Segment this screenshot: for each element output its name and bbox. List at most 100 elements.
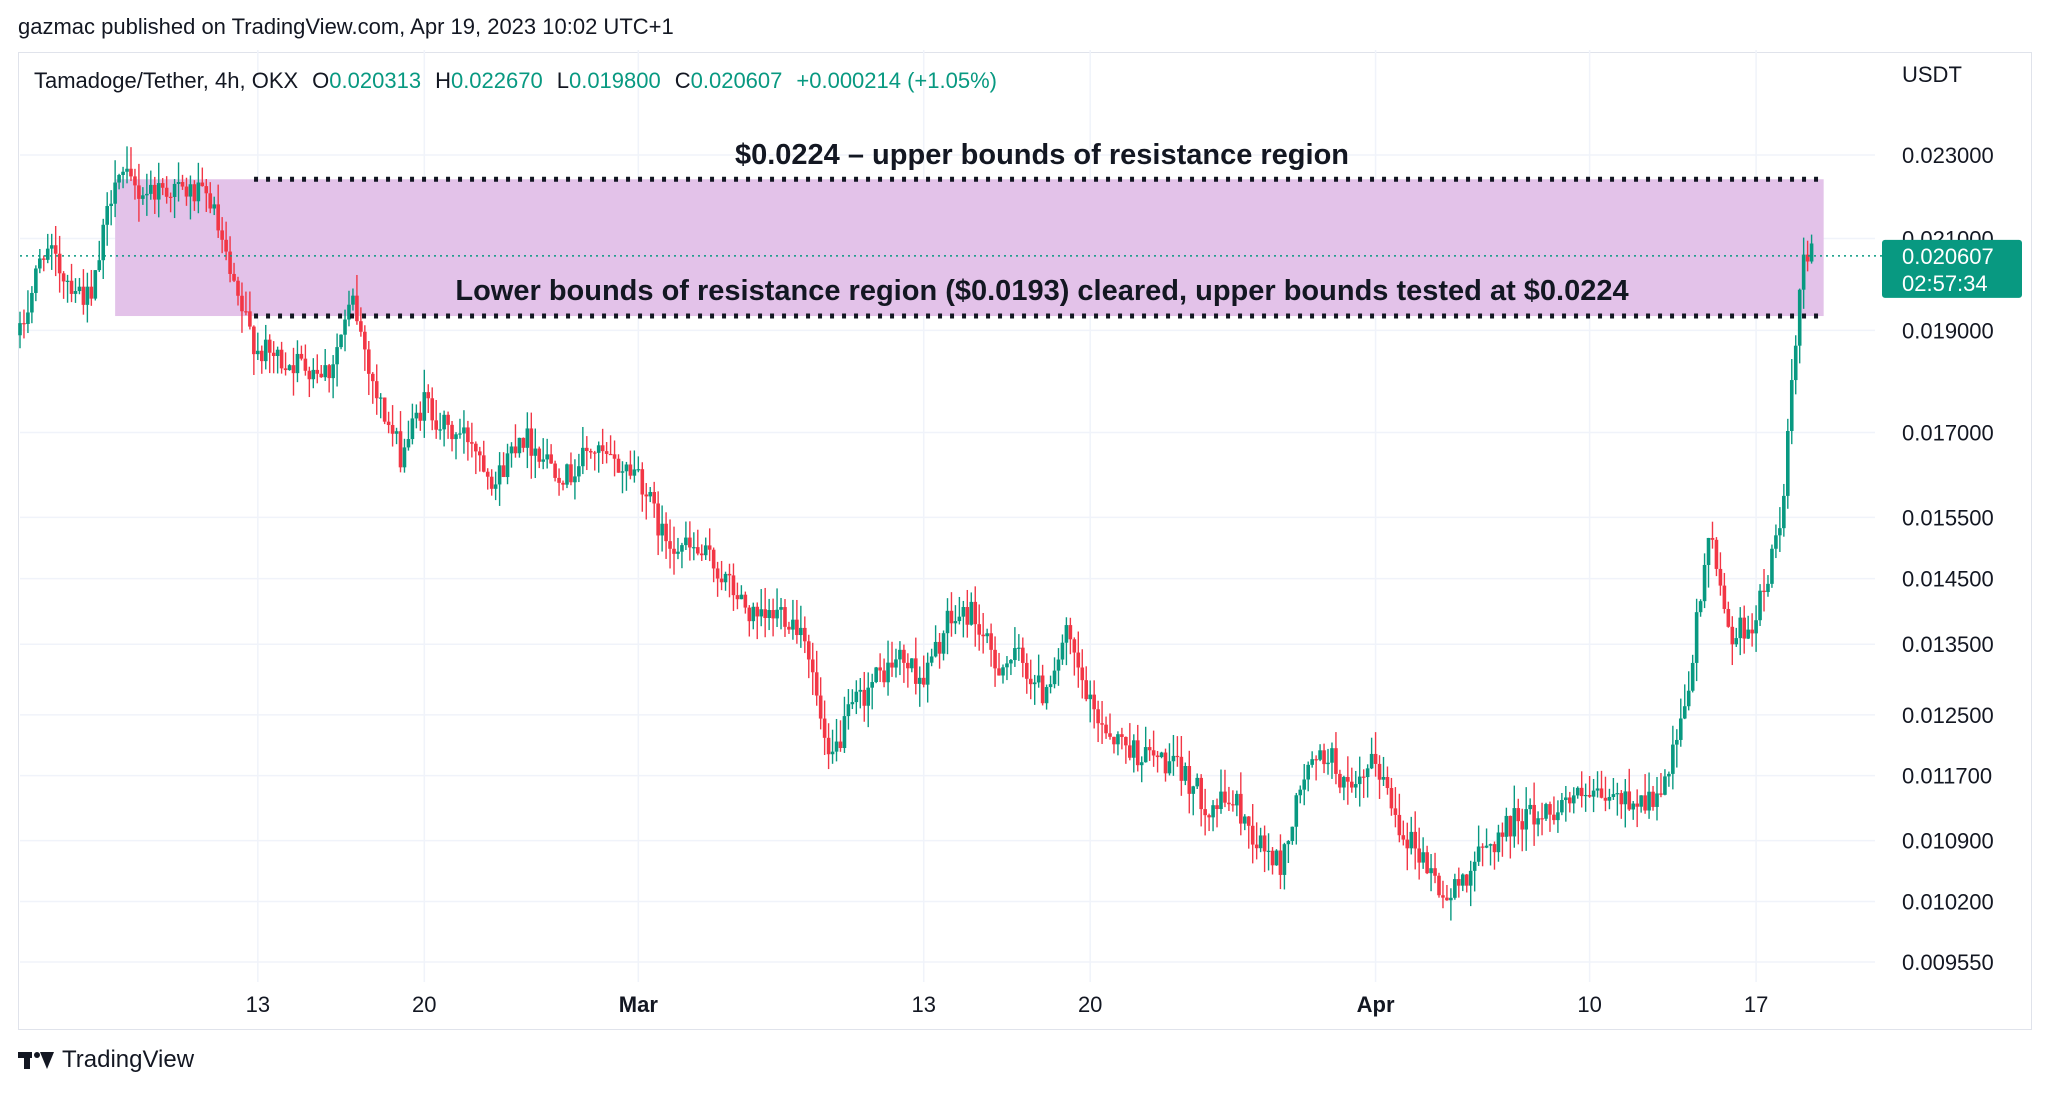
brand-name: TradingView xyxy=(62,1046,195,1073)
candle-body xyxy=(1453,879,1457,898)
candle-body xyxy=(648,491,653,497)
candle-body xyxy=(283,368,288,371)
low-label: L xyxy=(556,68,569,93)
candle-body xyxy=(224,239,228,252)
resistance-zone xyxy=(115,179,1824,317)
candle-body xyxy=(906,662,910,669)
candle-body xyxy=(1314,759,1318,761)
candle-body xyxy=(1389,788,1394,809)
candle-body xyxy=(913,658,918,684)
candle-body xyxy=(842,716,847,749)
time-tick-label: 20 xyxy=(412,992,436,1017)
candle-body xyxy=(204,186,209,194)
candle-body xyxy=(117,174,121,183)
candle-body xyxy=(795,619,799,636)
candle-body xyxy=(1421,852,1425,863)
candle-body xyxy=(1405,839,1410,849)
candle-body xyxy=(870,682,874,688)
candle-body xyxy=(727,573,732,576)
candle-body xyxy=(1789,380,1794,432)
candle-body xyxy=(830,751,835,755)
candle-body xyxy=(1032,682,1037,685)
candle-body xyxy=(961,607,966,617)
candle-body xyxy=(1076,652,1081,668)
candle-body xyxy=(38,258,42,269)
candle-body xyxy=(1496,832,1501,853)
candle-body xyxy=(450,424,454,440)
candle-body xyxy=(858,689,863,692)
candle-body xyxy=(1250,825,1255,845)
candle-body xyxy=(1567,797,1572,804)
candle-body xyxy=(779,607,783,610)
candle-body xyxy=(232,273,236,281)
candle-body xyxy=(632,469,637,476)
candle-body xyxy=(1393,808,1398,815)
candle-body xyxy=(759,609,764,617)
candle-body xyxy=(184,186,189,197)
candle-body xyxy=(315,369,320,374)
candle-body xyxy=(1413,831,1418,849)
candle-body xyxy=(1429,868,1433,874)
candle-body xyxy=(311,369,316,380)
candle-body xyxy=(1143,747,1148,763)
candle-body xyxy=(1734,638,1739,645)
candle-body xyxy=(1476,846,1481,862)
candle-body xyxy=(1377,763,1382,780)
candle-body xyxy=(585,447,589,452)
candle-body xyxy=(220,230,224,240)
candle-body xyxy=(1520,821,1525,830)
candle-body xyxy=(73,291,78,294)
candle-body xyxy=(878,667,882,671)
candle-body xyxy=(1552,814,1556,821)
candle-body xyxy=(347,304,351,320)
candle-body xyxy=(1401,835,1406,840)
candle-body xyxy=(1242,816,1247,824)
candle-body xyxy=(596,445,601,453)
candle-body xyxy=(573,476,577,483)
candle-body xyxy=(1591,790,1596,797)
symbol-name[interactable]: Tamadoge/Tether, 4h, OKX xyxy=(34,68,299,93)
candle-body xyxy=(1730,626,1735,645)
candle-body xyxy=(1254,844,1259,849)
candle-body xyxy=(26,312,30,324)
candle-body xyxy=(731,575,736,596)
candle-body xyxy=(656,503,660,536)
candle-body xyxy=(1068,625,1073,640)
time-tick-label: 10 xyxy=(1577,992,1601,1017)
candle-body xyxy=(1437,875,1441,896)
candle-body xyxy=(53,245,58,254)
candle-body xyxy=(1246,816,1251,826)
candle-body xyxy=(343,319,347,335)
candle-body xyxy=(156,183,161,200)
candle-body xyxy=(1088,694,1092,700)
candle-body xyxy=(1183,765,1188,781)
time-tick-label: 13 xyxy=(911,992,935,1017)
candle-body xyxy=(1092,694,1096,710)
candle-body xyxy=(1805,254,1810,262)
candle-body xyxy=(1682,706,1687,719)
bar-countdown: 02:57:34 xyxy=(1902,271,1988,296)
candle-body xyxy=(1528,804,1532,810)
candle-body xyxy=(608,453,613,456)
candle-body xyxy=(1302,779,1307,790)
candle-body xyxy=(1159,752,1164,758)
tradingview-footer[interactable]: TradingView xyxy=(18,1046,194,1074)
price-tick-label: 0.009550 xyxy=(1902,950,1994,975)
candle-body xyxy=(1524,809,1528,830)
candle-body xyxy=(1060,642,1065,660)
candle-body xyxy=(1441,895,1445,898)
candle-body xyxy=(1460,874,1465,886)
candle-body xyxy=(1770,548,1774,584)
candle-body xyxy=(101,224,106,261)
candle-body xyxy=(1686,690,1691,707)
candle-body xyxy=(1457,879,1461,886)
close-value: 0.020607 xyxy=(690,68,783,93)
candle-body xyxy=(145,193,149,196)
candle-body xyxy=(1675,739,1679,745)
candle-body xyxy=(18,323,22,336)
high-label: H xyxy=(435,68,451,93)
candle-body xyxy=(509,446,514,454)
candle-body xyxy=(791,619,795,630)
low-value: 0.019800 xyxy=(568,68,661,93)
